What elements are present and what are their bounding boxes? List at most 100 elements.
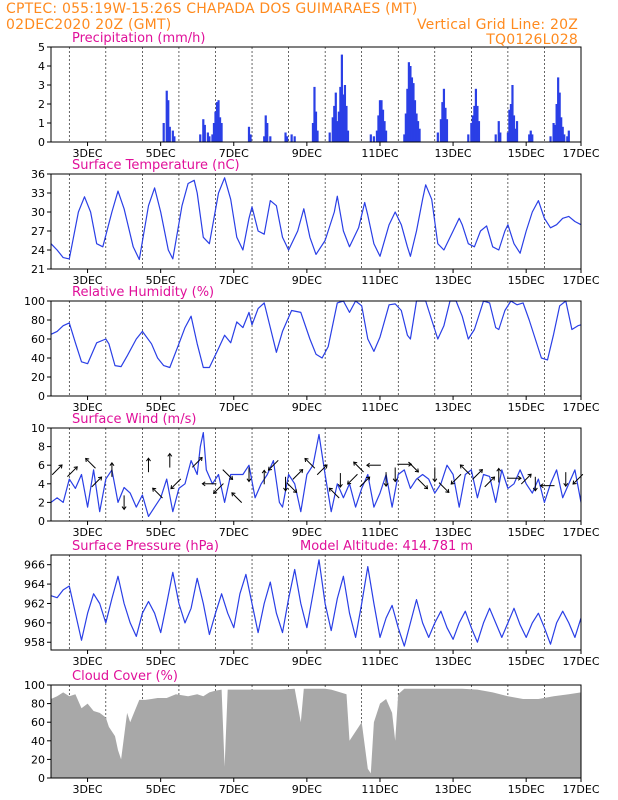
precip-bar: [439, 119, 442, 142]
x-tick-label: 11DEC: [361, 783, 398, 796]
wind-arrow: [213, 483, 224, 494]
y-tick-label: 4: [38, 478, 45, 491]
wind-arrow-head: [229, 475, 234, 481]
wind-arrow-head: [121, 506, 127, 511]
x-tick-label: 7DEC: [219, 274, 249, 287]
x-tick-label: 5DEC: [146, 526, 176, 539]
wind-arrow-head: [496, 467, 502, 472]
grid-line-note: Vertical Grid Line: 20Z: [416, 17, 578, 33]
precip-bar: [383, 121, 386, 142]
wind-arrow-shaft: [213, 483, 224, 494]
x-tick-label: 13DEC: [435, 783, 472, 796]
precip-bar: [342, 94, 345, 142]
precip-bar: [218, 117, 222, 142]
precip-bar: [340, 54, 343, 142]
x-tick-label: 9DEC: [292, 783, 322, 796]
precip-bar: [162, 123, 165, 142]
wind-arrow-head: [392, 478, 398, 483]
wind-arrow: [459, 464, 471, 476]
wind-arrow-head: [73, 466, 78, 471]
panel-3: Relative Humidity (%) 0 20 40 60 80 100 3DEC 5DE…: [24, 285, 600, 414]
x-tick-label: 7DEC: [219, 147, 249, 160]
y-tick-label: 0: [38, 515, 45, 528]
precip-bar: [247, 126, 251, 142]
precip-bar: [471, 115, 474, 142]
precip-bar: [506, 132, 509, 142]
wind-arrow-shaft: [85, 458, 96, 469]
wind-arrow-head: [337, 483, 343, 488]
wind-arrow: [283, 476, 289, 492]
y-tick-label: 964: [24, 578, 45, 591]
precip-bar: [404, 113, 407, 142]
wind-arrow-head: [450, 480, 455, 485]
wind-arrow: [337, 473, 343, 488]
wind-arrow: [472, 468, 483, 480]
wind-arrow: [286, 482, 298, 494]
y-tick-label: 962: [24, 597, 45, 610]
x-tick-label: 5DEC: [146, 655, 176, 668]
precip-bar: [264, 115, 267, 142]
precip-bar: [249, 134, 252, 142]
wind-arrow-shaft: [222, 469, 233, 480]
wind-arrow-shaft: [353, 461, 364, 473]
wind-arrow: [51, 464, 63, 476]
x-tick-label: 13DEC: [435, 401, 472, 414]
wind-arrow: [67, 466, 78, 477]
wind-arrow-shaft: [408, 461, 419, 473]
x-tick-label: 15DEC: [508, 655, 545, 668]
x-tick-label: 3DEC: [72, 526, 102, 539]
x-tick-label: 3DEC: [72, 274, 102, 287]
y-tick-label: 80: [31, 698, 45, 711]
precip-bar: [266, 123, 269, 142]
x-tick-label: 17DEC: [562, 147, 599, 160]
precip-bar: [313, 86, 316, 142]
wind-arrow-head: [283, 487, 289, 492]
wind-arrow: [222, 469, 234, 481]
precip-bar: [415, 113, 418, 142]
y-tick-label: 5: [38, 41, 45, 54]
series-line: [50, 432, 582, 517]
x-tick-label: 15DEC: [508, 783, 545, 796]
precip-bar: [558, 92, 561, 142]
x-tick-label: 17DEC: [562, 274, 599, 287]
precip-bar: [552, 123, 555, 142]
panel-2: Surface Temperature (nC) 21 24 27 30 33 36 3DEC…: [31, 158, 600, 287]
panel-frame: [50, 554, 582, 651]
wind-arrow-shaft: [91, 476, 102, 488]
wind-arrow-shaft: [152, 487, 163, 499]
series-line: [50, 300, 582, 369]
precip-bar: [369, 134, 372, 142]
wind-arrow-head: [459, 464, 464, 469]
precip-bar: [334, 92, 337, 142]
x-tick-label: 3DEC: [72, 783, 102, 796]
precip-bar: [343, 85, 347, 142]
panel-title: Relative Humidity (%): [72, 285, 214, 300]
y-tick-label: 958: [24, 636, 45, 649]
precip-bar: [345, 105, 348, 142]
init-time-label: 02DEC2020 20Z (GMT): [6, 17, 172, 33]
wind-arrow-head: [445, 488, 450, 494]
y-tick-label: 30: [31, 206, 45, 219]
x-tick-label: 7DEC: [219, 526, 249, 539]
model-code-label: TQ0126L028: [486, 32, 578, 48]
precip-bar: [203, 124, 206, 142]
y-tick-label: 36: [31, 168, 45, 181]
precip-bar: [346, 130, 350, 142]
wind-arrow-shaft: [329, 487, 340, 499]
wind-arrow-shaft: [347, 473, 358, 485]
wind-arrow-shaft: [170, 478, 182, 490]
precip-bar: [561, 126, 564, 142]
x-tick-label: 5DEC: [146, 147, 176, 160]
x-tick-label: 9DEC: [292, 147, 322, 160]
wind-arrow-shaft: [51, 464, 63, 476]
y-tick-label: 40: [31, 352, 45, 365]
x-tick-label: 11DEC: [361, 401, 398, 414]
panel-subtitle: Model Altitude: 414.781 m: [300, 539, 473, 554]
precip-bar: [311, 123, 315, 142]
wind-arrow-head: [267, 466, 272, 471]
wind-arrow-head: [213, 489, 218, 494]
wind-arrow-head: [478, 468, 483, 474]
precip-bar: [316, 130, 319, 142]
wind-arrow: [432, 467, 438, 483]
wind-arrow-head: [170, 485, 175, 490]
